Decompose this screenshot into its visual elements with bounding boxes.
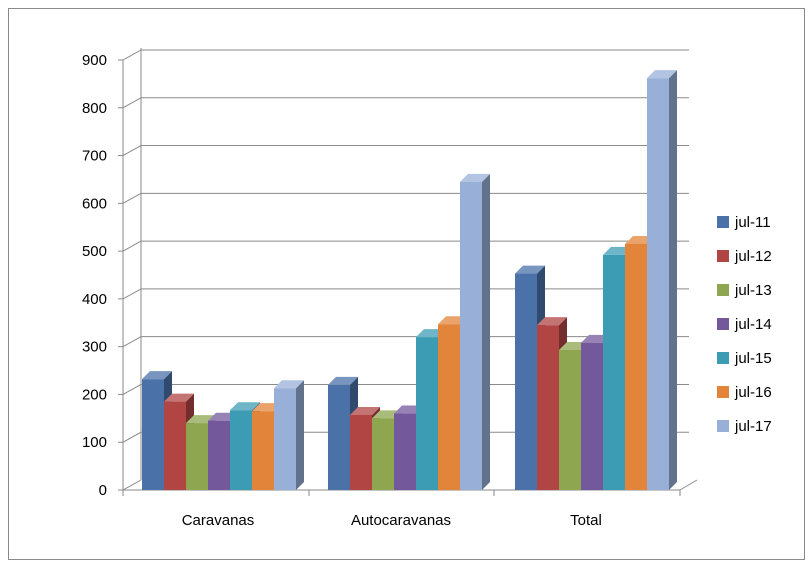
gridline-diag [122, 288, 142, 300]
bar-front [559, 350, 581, 490]
bar-front [394, 413, 416, 490]
bar-front [372, 418, 394, 490]
legend-label: jul-14 [734, 316, 772, 333]
bar-front [438, 324, 460, 490]
bar-front [625, 243, 647, 490]
bars [142, 70, 677, 491]
bar-side [296, 380, 304, 490]
bar-side [482, 173, 490, 491]
legend-label: jul-13 [734, 282, 772, 299]
floor-edge [679, 479, 698, 491]
bar-top [274, 380, 304, 389]
bar-top [328, 376, 358, 385]
bar-jul-17-caravanas [274, 380, 304, 490]
gridline-diag [122, 145, 142, 156]
y-tick-label: 400 [82, 291, 107, 308]
gridline-diag [122, 384, 142, 395]
y-tick-label: 200 [82, 386, 107, 403]
labels: 0 100 200 300 400 500 600 700 800 900 Caravanas Aut… [82, 52, 602, 529]
y-tick-label: 700 [82, 148, 107, 165]
x-category-label: Total [570, 512, 602, 529]
legend-swatch [717, 352, 729, 364]
legend: jul-11 jul-12 jul-13 jul-14 jul-15 jul-16 jul-… [717, 214, 772, 435]
legend-label: jul-16 [734, 384, 772, 401]
legend-label: jul-15 [734, 350, 772, 367]
gridline-diag [122, 240, 142, 252]
bar-front [142, 379, 164, 490]
bar-front [328, 384, 350, 490]
gridline-diag [122, 49, 142, 61]
y-tick-label: 100 [82, 434, 107, 451]
legend-label: jul-17 [734, 418, 772, 435]
gridline-diag [122, 97, 142, 109]
floor-edge [122, 479, 142, 491]
y-tick-label: 500 [82, 243, 107, 260]
gridline-diag [122, 336, 142, 348]
legend-swatch [717, 250, 729, 262]
bar-front [537, 325, 559, 490]
gridline-diag [122, 431, 142, 443]
bar-top [647, 70, 677, 79]
y-tick-label: 800 [82, 100, 107, 117]
gridline-diag [122, 192, 142, 204]
bar-top [230, 402, 260, 411]
bar-top [537, 317, 567, 326]
y-tick-label: 900 [82, 52, 107, 69]
bar-top [164, 393, 194, 402]
bar-front [350, 414, 372, 490]
legend-swatch [717, 420, 729, 432]
bar-front [208, 420, 230, 490]
x-category-label: Caravanas [182, 512, 255, 529]
legend-swatch [717, 386, 729, 398]
bar-top [350, 406, 380, 415]
x-category-label: Autocaravanas [351, 512, 451, 529]
y-tick-label: 600 [82, 195, 107, 212]
bar-side [669, 70, 677, 491]
legend-swatch [717, 216, 729, 228]
bar-top [515, 265, 545, 274]
bar-front [515, 273, 537, 490]
bar-jul-17-autocaravanas [460, 173, 490, 491]
legend-label: jul-11 [734, 214, 771, 231]
bar-front [230, 410, 252, 490]
bar-top [460, 173, 490, 182]
bar-front [252, 411, 274, 490]
bar-front [603, 254, 625, 490]
bar-jul-17-total [647, 70, 677, 491]
legend-swatch [717, 284, 729, 296]
y-tick-label: 300 [82, 339, 107, 356]
legend-swatch [717, 318, 729, 330]
bar-front [416, 337, 438, 490]
bar-front [581, 342, 603, 490]
bar-front [164, 401, 186, 490]
bar-front [460, 181, 482, 491]
bar-front [647, 78, 669, 491]
y-tick-label: 0 [99, 482, 107, 499]
bar-top [142, 371, 172, 380]
bar-front [274, 388, 296, 490]
bar-front [186, 423, 208, 490]
legend-label: jul-12 [734, 248, 772, 265]
